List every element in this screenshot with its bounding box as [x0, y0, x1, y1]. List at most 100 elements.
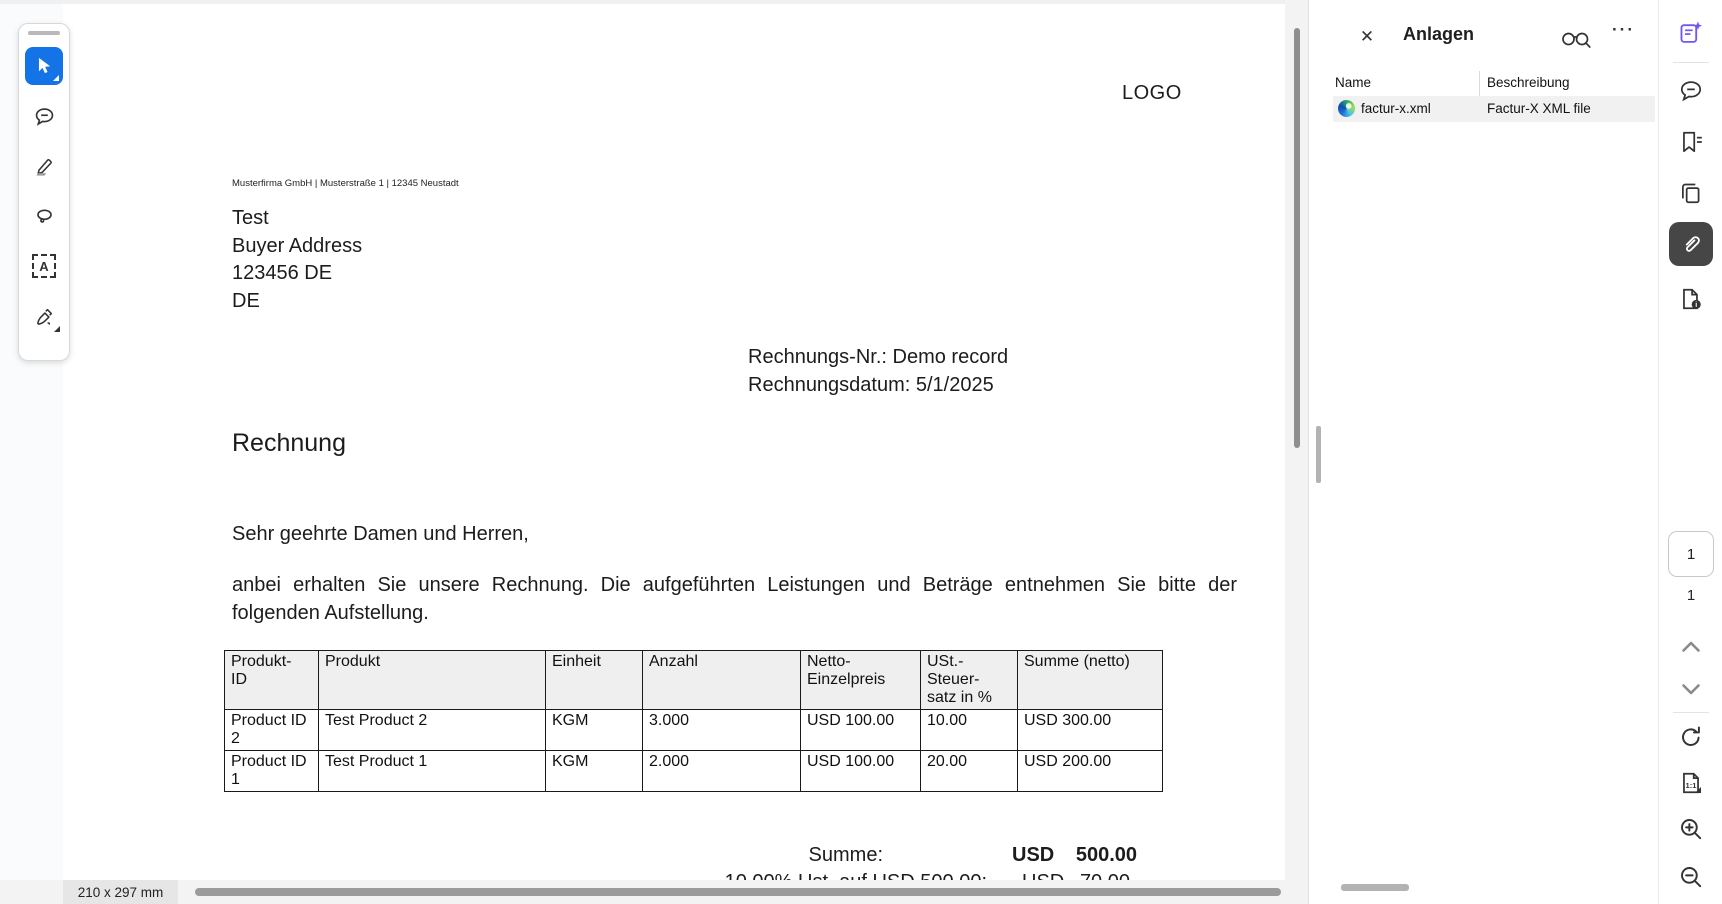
document-info-icon: i — [1683, 288, 1701, 310]
col-einheit: Einheit — [545, 650, 643, 710]
ai-assistant-button[interactable] — [1678, 20, 1704, 46]
panel-options-button[interactable]: ··· — [1612, 20, 1635, 39]
col-anzahl: Anzahl — [642, 650, 801, 710]
comments-panel-button[interactable] — [1678, 78, 1704, 104]
line-items-table: Produkt- ID Produkt Einheit Anzahl Netto… — [224, 650, 1163, 792]
zoom-out-button[interactable] — [1678, 864, 1704, 890]
page-thumbnails-button[interactable] — [1678, 180, 1704, 206]
comment-icon — [35, 107, 53, 126]
attachment-row[interactable]: factur-x.xml Factur-X XML file — [1333, 96, 1655, 122]
vertical-scrollbar-thumb[interactable] — [1294, 28, 1300, 448]
document-info-button[interactable]: i — [1678, 286, 1704, 312]
ai-assistant-icon — [1680, 21, 1703, 43]
close-panel-button[interactable]: ✕ — [1359, 27, 1375, 46]
summary-tax-amount: 70.00 — [1046, 871, 1130, 880]
col-produkt: Produkt — [318, 650, 546, 710]
comment-tool-button[interactable] — [25, 97, 63, 135]
lasso-icon — [36, 208, 52, 223]
cell-unit: KGM — [545, 750, 643, 792]
top-divider — [0, 0, 1285, 4]
chevron-up-icon — [1682, 641, 1700, 652]
summary-total-currency: USD — [1012, 844, 1055, 866]
text-select-tool-button[interactable]: A — [25, 247, 63, 285]
vertical-scrollbar — [1285, 0, 1308, 904]
current-page-input[interactable]: 1 — [1668, 531, 1714, 577]
attachment-description: Factur-X XML file — [1487, 101, 1591, 116]
total-pages-label: 1 — [1686, 587, 1696, 604]
zoom-out-icon — [1681, 867, 1702, 888]
table-header-row: Produkt- ID Produkt Einheit Anzahl Netto… — [224, 650, 1163, 710]
intro-paragraph: anbei erhalten Sie unsere Rechnung. Die … — [232, 574, 1237, 624]
invoice-number-line: Rechnungs-Nr.: Demo record — [748, 346, 1009, 368]
attachments-panel-button[interactable] — [1669, 222, 1713, 266]
paperclip-icon — [1685, 236, 1700, 252]
invoice-date-line: Rechnungsdatum: 5/1/2025 — [748, 374, 994, 396]
zoom-in-icon — [1681, 819, 1702, 840]
column-divider — [1479, 71, 1480, 96]
lasso-tool-button[interactable] — [25, 197, 63, 235]
summary-total-label: Summe: — [808, 844, 883, 866]
ink-pen-icon — [36, 308, 52, 325]
document-viewport: LOGO Musterfirma GmbH | Musterstraße 1 |… — [0, 0, 1285, 904]
column-header-description[interactable]: Beschreibung — [1487, 75, 1570, 90]
cell-product-id: Product ID 2 — [224, 709, 319, 751]
rotate-icon — [1682, 726, 1700, 746]
edge-xml-icon — [1338, 100, 1355, 117]
previous-page-button[interactable] — [1678, 634, 1704, 660]
sender-line: Musterfirma GmbH | Musterstraße 1 | 1234… — [232, 178, 459, 189]
cell-unit: KGM — [545, 709, 643, 751]
horizontal-scrollbar-thumb[interactable] — [195, 888, 1281, 896]
cell-product: Test Product 2 — [318, 709, 546, 751]
floating-toolbar: A — [18, 23, 70, 361]
toolbar-drag-handle[interactable] — [28, 31, 60, 35]
one-to-one-icon: 1:1 — [1683, 772, 1699, 794]
salutation: Sehr geehrte Damen und Herren, — [232, 523, 529, 545]
zoom-in-button[interactable] — [1678, 816, 1704, 842]
attachment-name: factur-x.xml — [1361, 101, 1431, 116]
summary-tax-currency: USD — [1022, 871, 1064, 880]
col-ust-steuersatz: USt.- Steuer- satz in % — [920, 650, 1018, 710]
table-row: Product ID 2 Test Product 2 KGM 3.000 US… — [224, 709, 1163, 751]
bookmarks-icon — [1683, 131, 1702, 153]
text-select-icon: A — [32, 254, 56, 278]
cell-qty: 2.000 — [642, 750, 801, 792]
cell-tax-rate: 20.00 — [920, 750, 1018, 792]
cell-tax-rate: 10.00 — [920, 709, 1018, 751]
pdf-page: LOGO Musterfirma GmbH | Musterstraße 1 |… — [63, 4, 1285, 880]
col-produkt-id: Produkt- ID — [224, 650, 319, 710]
right-tool-rail: i 1 1 1:1 — [1658, 0, 1722, 904]
document-title: Rechnung — [232, 429, 346, 457]
cell-unit-price: USD 100.00 — [800, 750, 921, 792]
summary-total-amount: 500.00 — [1075, 844, 1137, 866]
highlighter-icon — [35, 158, 52, 176]
cell-line-total: USD 300.00 — [1017, 709, 1163, 751]
next-page-button[interactable] — [1678, 676, 1704, 702]
cell-qty: 3.000 — [642, 709, 801, 751]
panel-horizontal-scrollbar-thumb[interactable] — [1341, 884, 1409, 891]
svg-text:i: i — [1695, 302, 1697, 309]
page-size-badge: 210 x 297 mm — [63, 880, 178, 904]
summary-tax-label: 10.00% Ust. auf USD 500.00: — [587, 871, 987, 880]
logo-text: LOGO — [1122, 82, 1182, 104]
rotate-page-button[interactable] — [1678, 724, 1704, 750]
recipient-address: Test Buyer Address 123456 DE DE — [232, 207, 363, 312]
invoice-reference-block: Rechnungs-Nr.: Demo record Rechnungsdatu… — [748, 343, 1008, 399]
svg-text:1:1: 1:1 — [1686, 781, 1697, 790]
cell-line-total: USD 200.00 — [1017, 750, 1163, 792]
rail-divider — [1673, 712, 1709, 713]
select-tool-button[interactable] — [25, 47, 63, 85]
ink-sign-tool-button[interactable] — [25, 297, 63, 335]
highlight-tool-button[interactable] — [25, 147, 63, 185]
cursor-icon — [38, 57, 51, 74]
actual-size-button[interactable]: 1:1 — [1678, 770, 1704, 796]
rail-divider — [1673, 62, 1709, 63]
column-header-name[interactable]: Name — [1335, 75, 1372, 90]
table-row: Product ID 1 Test Product 1 KGM 2.000 US… — [224, 750, 1163, 792]
chevron-down-icon — [1682, 684, 1700, 695]
cell-unit-price: USD 100.00 — [800, 709, 921, 751]
bookmarks-panel-button[interactable] — [1678, 129, 1704, 155]
search-attachments-button[interactable] — [1559, 24, 1593, 52]
panel-vertical-scrollbar-thumb[interactable] — [1316, 426, 1321, 483]
horizontal-scrollbar: 210 x 297 mm — [0, 880, 1285, 904]
panel-title: Anlagen — [1403, 24, 1475, 44]
